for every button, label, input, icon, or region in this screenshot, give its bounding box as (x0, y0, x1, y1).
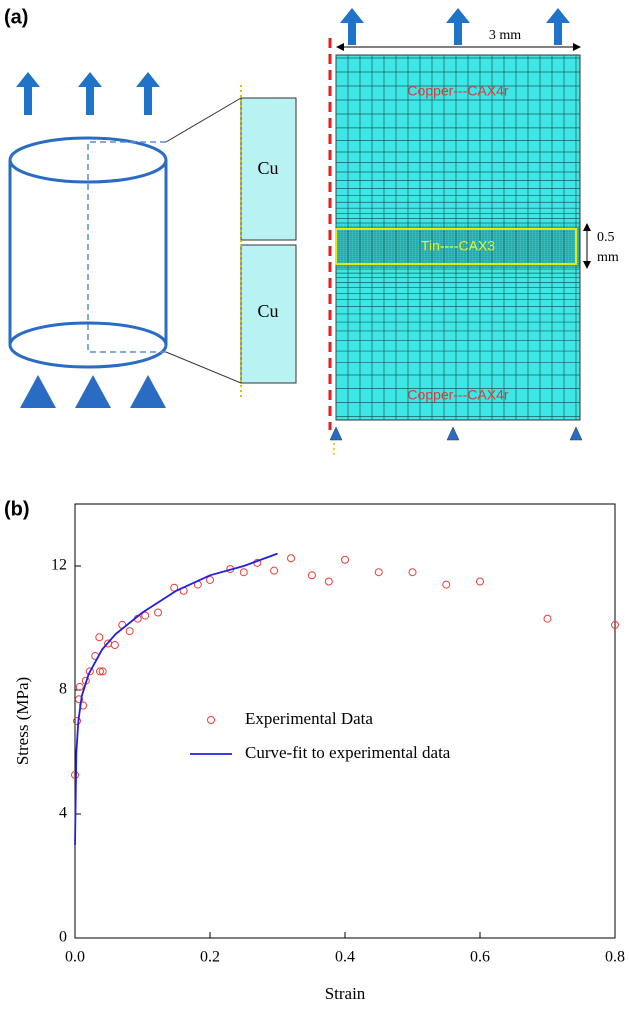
data-point (95, 633, 104, 642)
dimension-label: 3 mm (489, 28, 521, 43)
y-tick-label: 12 (51, 557, 67, 574)
data-point (476, 577, 484, 586)
data-point (154, 608, 163, 617)
data-point (442, 580, 451, 589)
cylinder (8, 136, 168, 369)
x-tick-label: 0.8 (605, 949, 625, 966)
cross-section (87, 141, 166, 353)
data-point (341, 555, 349, 564)
legend-swatch (207, 716, 215, 724)
load-arrows (16, 72, 160, 115)
y-tick-label: 8 (59, 681, 67, 698)
panel-label: (b) (4, 498, 30, 520)
data-point (73, 717, 82, 725)
data-point (239, 568, 248, 577)
element-label: Copper---CAX4r (407, 387, 508, 403)
panel-b: (b) Strain Stress (MPa) 0.0 0.2 0.4 0.6 0.8 0… (4, 498, 625, 1003)
cu-block (240, 97, 297, 241)
panel-a: (a) Cu Cu (4, 6, 619, 455)
element-label: Tin----CAX3 (421, 238, 495, 254)
data-point (141, 611, 150, 620)
supports (20, 375, 166, 408)
data-point (75, 682, 84, 691)
zoom-line (165, 351, 242, 384)
data-point (543, 614, 552, 623)
y-tick-label: 0 (59, 929, 67, 946)
data-point (110, 641, 119, 650)
data-point (71, 770, 79, 779)
element-label: Copper---CAX4r (407, 83, 508, 99)
panel-label: (a) (4, 6, 28, 28)
x-tick-label: 0.4 (335, 949, 355, 966)
data-point (374, 568, 383, 577)
supports (329, 426, 583, 441)
legend-label: Experimental Data (245, 709, 373, 728)
load-arrows (340, 8, 570, 45)
fit-line (74, 552, 278, 846)
x-tick-label: 0.2 (200, 949, 220, 966)
data-point (307, 571, 316, 580)
y-axis-label: Stress (MPa) (13, 677, 32, 765)
data-point (408, 568, 417, 577)
dimension-label: 0.5 (597, 230, 615, 245)
data-point (98, 667, 107, 676)
cu-block (240, 244, 297, 384)
data-point (75, 695, 84, 704)
dimension-label: mm (597, 250, 619, 265)
y-tick-label: 4 (59, 805, 67, 822)
material-label: Cu (257, 301, 278, 321)
zoom-line (165, 97, 242, 143)
data-point (85, 667, 94, 676)
data-point (206, 575, 214, 584)
mesh-domain (335, 54, 581, 421)
legend-label: Curve-fit to experimental data (245, 743, 451, 762)
x-axis-label: Strain (325, 984, 366, 1003)
data-point (95, 667, 104, 676)
material-label: Cu (257, 158, 278, 178)
x-tick-label: 0.6 (470, 949, 490, 966)
data-point (125, 627, 134, 636)
data-point (270, 566, 279, 575)
data-point (611, 620, 619, 629)
data-point (287, 554, 295, 563)
x-tick-label: 0.0 (65, 949, 85, 966)
data-point (324, 577, 333, 586)
tin-layer (335, 228, 577, 265)
